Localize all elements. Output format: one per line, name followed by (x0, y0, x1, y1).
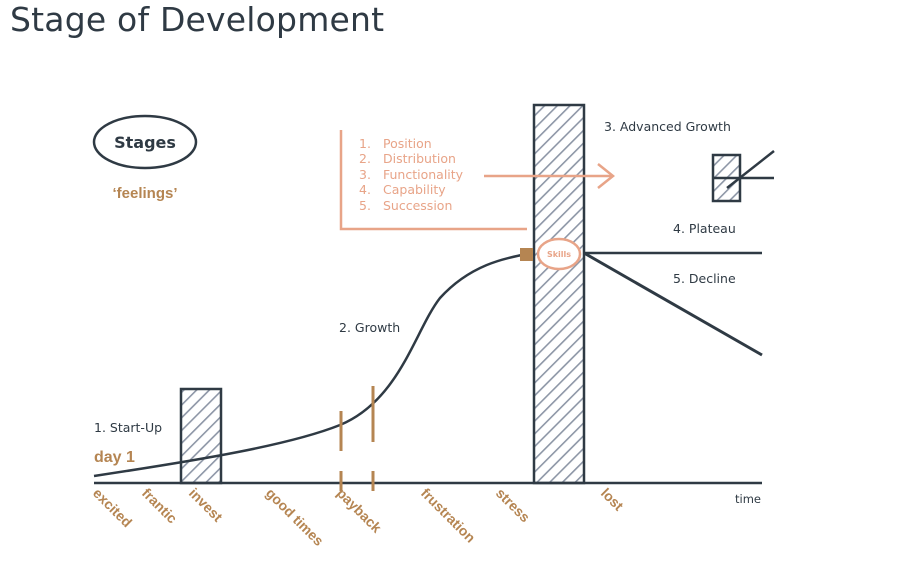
time-label: time (735, 492, 761, 506)
skills-hatch-bar (532, 103, 586, 485)
skills-square-marker (520, 248, 533, 261)
legend-feelings-label: ‘feelings’ (112, 185, 177, 202)
growth-curve (93, 252, 528, 478)
step-number: 5. (359, 198, 371, 213)
steps-list: 1. Position 2. Distribution 3. Functiona… (359, 136, 464, 213)
skills-label: Skills (547, 250, 571, 259)
step-text: Capability (383, 182, 446, 197)
feelings-row: excited frantic invest good times payback fru… (90, 485, 627, 549)
step-text: Position (383, 136, 432, 151)
feeling-label: lost (598, 485, 627, 514)
step-number: 1. (359, 136, 371, 151)
startup-hatch-bar (179, 387, 223, 485)
feeling-label: frustration (418, 485, 479, 546)
feeling-label: payback (334, 485, 385, 536)
feeling-label: excited (90, 485, 135, 530)
stages-ellipse (92, 114, 198, 170)
step-text: Succession (383, 198, 452, 213)
steps-bracket (339, 130, 527, 231)
stage-advanced-label: 3. Advanced Growth (604, 119, 731, 134)
step-number: 4. (359, 182, 371, 197)
skills-ellipse (536, 237, 582, 271)
feeling-label: good times (263, 485, 327, 549)
decline-line (583, 251, 763, 357)
page-title: Stage of Development (10, 0, 385, 39)
feeling-label: invest (186, 485, 226, 525)
step-number: 2. (359, 151, 371, 166)
stage-growth-label: 2. Growth (339, 320, 400, 335)
stage-plateau-label: 4. Plateau (673, 221, 736, 236)
step-text: Distribution (383, 151, 456, 166)
feeling-label: frantic (139, 485, 181, 527)
step-number: 3. (359, 167, 371, 182)
day1-label: day 1 (94, 449, 135, 466)
step-text: Functionality (383, 167, 464, 182)
legend-stages-label: Stages (114, 133, 176, 152)
advanced-rising-line (726, 150, 775, 189)
feeling-label: stress (493, 485, 534, 526)
steps-arrow-head (597, 163, 616, 189)
stage-decline-label: 5. Decline (673, 271, 736, 286)
stage-startup-label: 1. Start-Up (94, 420, 162, 435)
